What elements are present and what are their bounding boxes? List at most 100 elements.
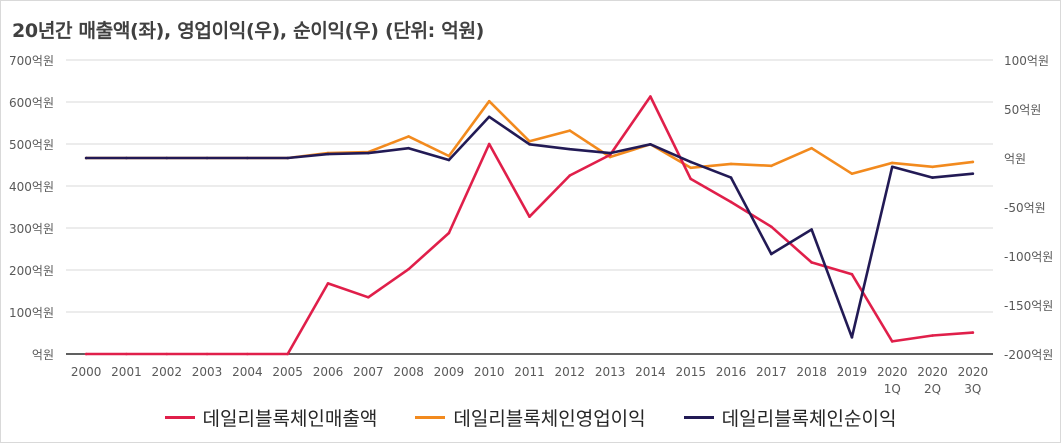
data-point-2 (165, 156, 169, 160)
data-point-0 (810, 261, 813, 264)
y-right-tick-label: 50억원 (1004, 103, 1041, 117)
x-tick-label: 3Q (964, 382, 981, 396)
series-line-0 (84, 95, 975, 356)
data-point-1 (528, 140, 531, 143)
y-left-tick-label: 억원 (32, 348, 54, 362)
data-point-0 (447, 231, 451, 235)
data-point-2 (770, 252, 773, 256)
x-tick-label: 2Q (924, 382, 941, 396)
y-right-tick-label: -200억원 (1004, 348, 1053, 362)
data-point-0 (649, 95, 652, 98)
data-point-1 (407, 135, 410, 138)
data-point-0 (729, 200, 733, 204)
x-tick-label: 1Q (884, 382, 901, 396)
data-point-0 (568, 174, 572, 177)
y-right-tick-label: -100억원 (1004, 250, 1053, 264)
data-point-2 (84, 156, 88, 160)
data-point-1 (487, 99, 491, 103)
y-right-tick-label: -50억원 (1004, 201, 1046, 215)
x-tick-label: 2011 (514, 365, 545, 379)
data-point-0 (84, 352, 88, 356)
data-point-1 (729, 162, 733, 166)
data-point-0 (971, 331, 975, 334)
y-left-tick-label: 600억원 (9, 96, 54, 110)
data-point-2 (125, 156, 128, 160)
data-point-0 (246, 352, 249, 356)
data-point-0 (770, 225, 773, 229)
y-right-tick-label: -150억원 (1004, 299, 1053, 313)
y-right-tick-label: 억원 (1004, 152, 1026, 166)
data-point-1 (568, 129, 572, 132)
data-point-1 (770, 164, 773, 168)
y-left-tick-label: 500억원 (9, 138, 54, 152)
x-tick-label: 2020 (877, 365, 908, 379)
x-tick-label: 2009 (434, 365, 465, 379)
data-point-0 (286, 352, 289, 356)
data-point-2 (810, 228, 813, 231)
x-tick-label: 2013 (595, 365, 626, 379)
legend-item-revenue: 데일리블록체인매출액 (164, 404, 378, 431)
data-point-2 (326, 152, 330, 156)
y-left-tick-label: 300억원 (9, 222, 54, 236)
data-point-2 (971, 172, 975, 175)
x-tick-label: 2017 (756, 365, 787, 379)
legend-label-revenue: 데일리블록체인매출액 (202, 408, 378, 430)
data-point-0 (528, 215, 531, 218)
series-line-1 (84, 99, 975, 175)
x-tick-label: 2002 (151, 365, 182, 379)
x-tick-label: 2010 (474, 365, 505, 379)
data-point-1 (971, 160, 975, 164)
x-tick-label: 2012 (555, 365, 586, 379)
data-point-2 (528, 142, 531, 146)
data-point-2 (407, 146, 410, 150)
data-point-1 (850, 172, 854, 175)
data-point-0 (205, 352, 209, 356)
data-point-2 (246, 156, 249, 160)
data-point-1 (689, 166, 693, 170)
data-point-2 (286, 156, 289, 160)
x-tick-label: 2007 (353, 365, 384, 379)
legend-swatch-net (683, 416, 714, 419)
data-point-2 (649, 142, 652, 146)
x-tick-label: 2003 (192, 365, 223, 379)
data-point-0 (850, 272, 854, 276)
data-point-2 (447, 158, 451, 162)
data-point-0 (407, 267, 410, 271)
x-tick-label: 2018 (796, 365, 827, 379)
y-right-tick-label: 100억원 (1004, 54, 1049, 68)
x-tick-label: 2016 (716, 365, 747, 379)
data-point-0 (890, 340, 894, 343)
legend-label-operating: 데일리블록체인영업이익 (453, 408, 646, 430)
x-tick-label: 2014 (635, 365, 666, 379)
data-point-0 (165, 352, 169, 356)
data-point-0 (125, 352, 128, 356)
legend-swatch-operating (415, 416, 446, 419)
data-point-0 (931, 334, 934, 337)
data-point-0 (487, 142, 491, 146)
y-left-tick-label: 100억원 (9, 306, 54, 320)
x-tick-label: 2001 (111, 365, 142, 379)
x-tick-label: 2019 (837, 365, 868, 379)
legend-item-net: 데일리블록체인순이익 (683, 404, 897, 431)
data-point-2 (205, 156, 209, 160)
data-point-2 (689, 160, 693, 164)
x-tick-label: 2015 (675, 365, 706, 379)
y-left-tick-label: 700억원 (9, 54, 54, 68)
data-point-2 (850, 336, 854, 339)
x-tick-label: 2006 (313, 365, 344, 379)
data-point-0 (689, 177, 693, 181)
legend-label-net: 데일리블록체인순이익 (721, 408, 897, 430)
data-point-2 (890, 165, 894, 169)
x-tick-label: 2004 (232, 365, 263, 379)
x-tick-label: 2000 (71, 365, 102, 379)
x-tick-label: 2020 (917, 365, 948, 379)
data-point-2 (729, 176, 733, 179)
x-tick-label: 2008 (393, 365, 424, 379)
x-tick-label: 2020 (958, 365, 989, 379)
legend-item-operating: 데일리블록체인영업이익 (415, 404, 646, 431)
chart-title: 20년간 매출액(좌), 영업이익(우), 순이익(우) (단위: 억원) (12, 20, 485, 42)
data-point-0 (366, 296, 370, 299)
legend-swatch-revenue (164, 416, 195, 419)
data-point-2 (366, 151, 370, 155)
